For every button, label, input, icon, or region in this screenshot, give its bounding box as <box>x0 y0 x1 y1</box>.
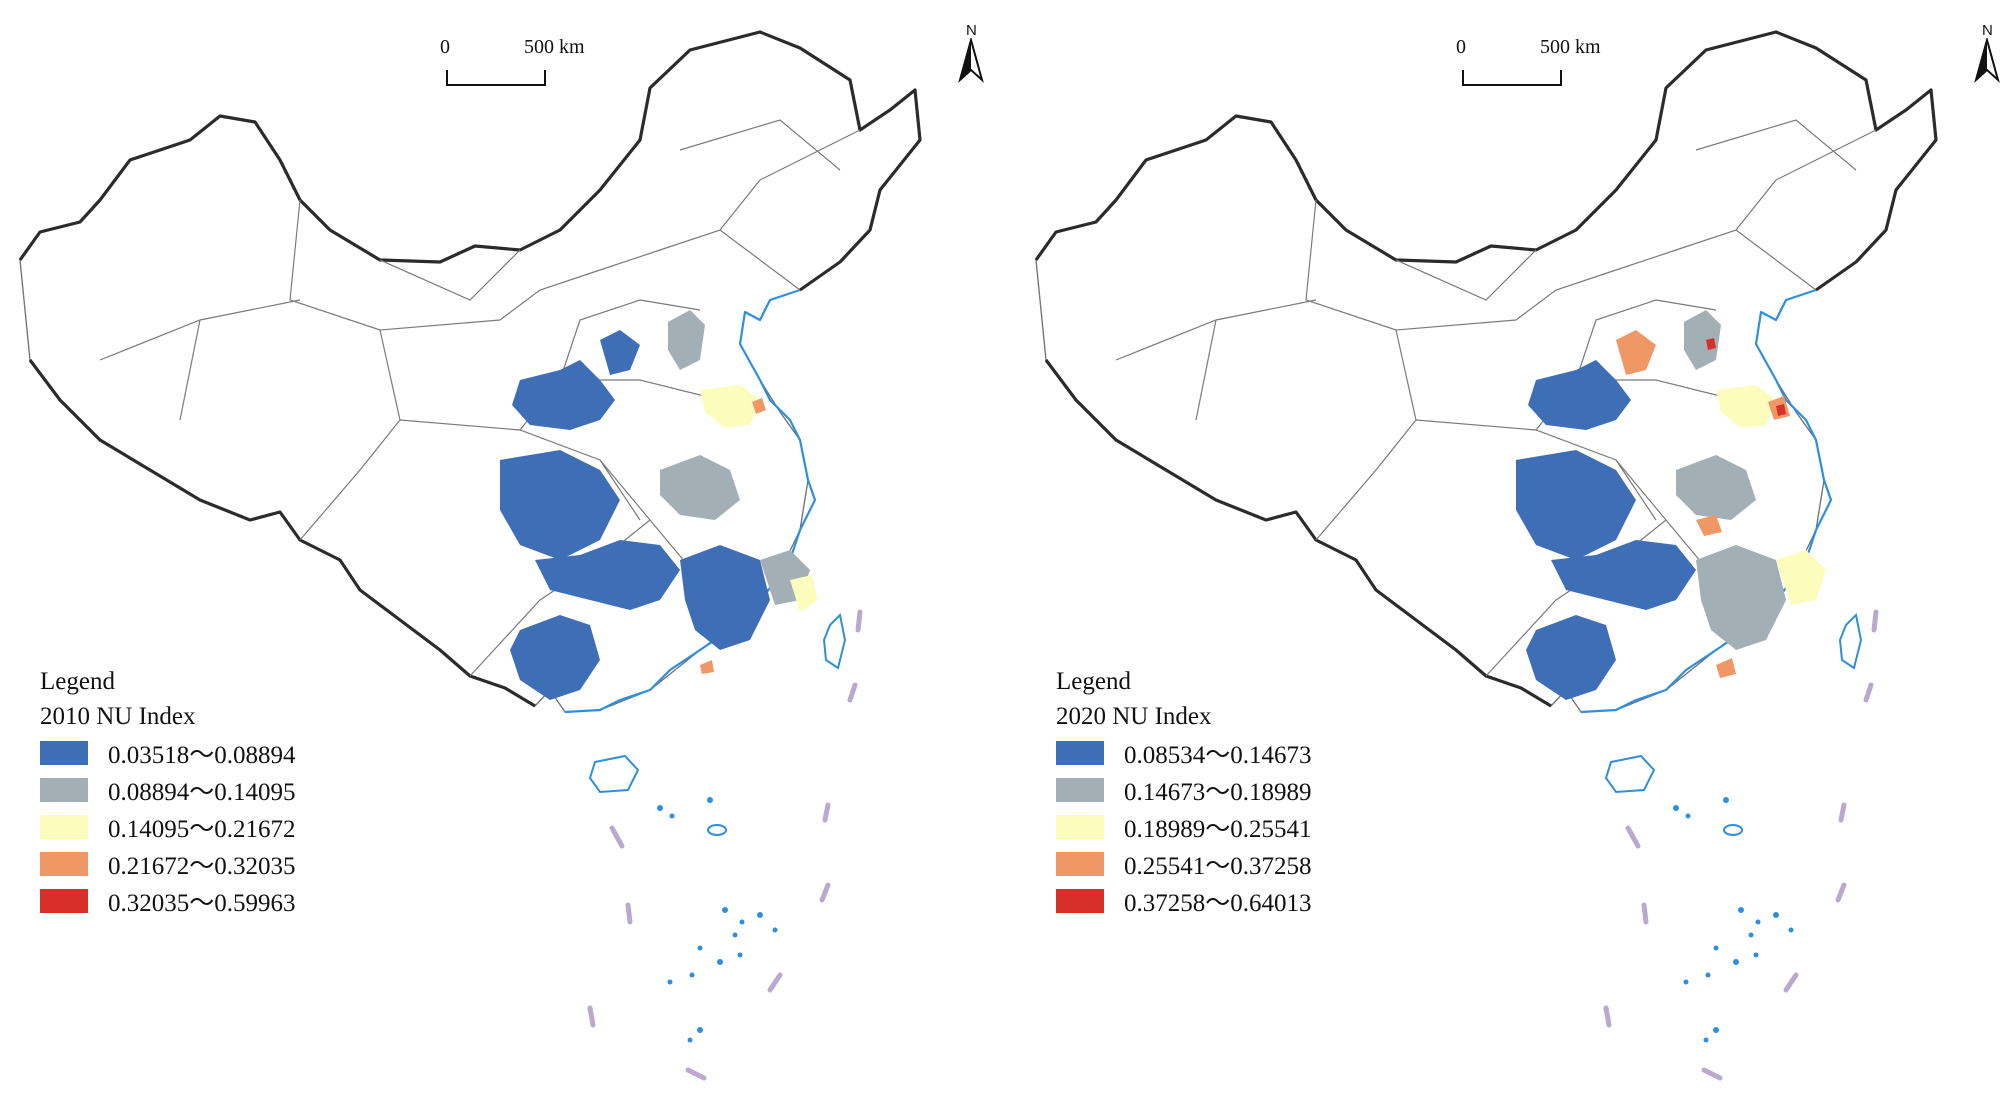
legend: Legend 2010 NU Index 0.03518～0.08894 0.0… <box>40 664 296 919</box>
legend-range-label: 0.32035～0.59963 <box>108 889 296 917</box>
legend-range-label: 0.08534～0.14673 <box>1124 741 1312 769</box>
legend-row: 0.14095～0.21672 <box>40 808 296 845</box>
scale-bar <box>1462 70 1562 86</box>
sea-islands <box>1673 797 1794 1043</box>
legend-swatch <box>1056 851 1104 876</box>
china-map-2020 <box>1034 30 1938 1081</box>
taiwan <box>1838 612 1863 670</box>
legend-row: 0.08534～0.14673 <box>1056 734 1312 771</box>
legend-swatch <box>40 814 88 839</box>
map-panel-2020: 0 500 km N Legend 2020 NU Index 0.08534～… <box>1016 0 2008 1096</box>
legend-row: 0.32035～0.59963 <box>40 882 296 919</box>
legend-row: 0.18989～0.25541 <box>1056 808 1312 845</box>
legend-range-label: 0.18989～0.25541 <box>1124 815 1312 843</box>
taiwan <box>822 612 847 670</box>
legend-range-label: 0.25541～0.37258 <box>1124 852 1312 880</box>
legend-swatch <box>40 851 88 876</box>
legend-range-label: 0.14673～0.18989 <box>1124 778 1312 806</box>
legend-range-label: 0.03518～0.08894 <box>108 741 296 769</box>
legend-row: 0.25541～0.37258 <box>1056 845 1312 882</box>
legend-range-label: 0.08894～0.14095 <box>108 778 296 806</box>
legend-swatch <box>40 740 88 765</box>
south-china-sea-dashes <box>1603 609 1879 1081</box>
legend-swatch <box>1056 888 1104 913</box>
sea-islands <box>657 797 778 1043</box>
south-china-sea-dashes <box>587 609 863 1081</box>
legend-swatch <box>40 777 88 802</box>
legend-row: 0.03518～0.08894 <box>40 734 296 771</box>
legend-title: Legend <box>1056 668 1131 695</box>
legend: Legend 2020 NU Index 0.08534～0.14673 0.1… <box>1056 664 1312 919</box>
china-map-2010 <box>18 30 922 1081</box>
legend-range-label: 0.21672～0.32035 <box>108 852 296 880</box>
scale-distance-label: 500 km <box>1540 36 1601 58</box>
legend-subtitle: 2010 NU Index <box>40 703 196 730</box>
legend-range-label: 0.14095～0.21672 <box>108 815 296 843</box>
northern-border <box>18 30 922 292</box>
scale-distance-label: 500 km <box>524 36 585 58</box>
choropleth-regions-2020 <box>1516 310 1826 700</box>
legend-title: Legend <box>40 668 115 695</box>
north-arrow-icon <box>958 38 984 84</box>
north-arrow-icon <box>1974 38 2000 84</box>
hainan <box>1604 754 1656 794</box>
scale-bar <box>446 70 546 86</box>
china-outline <box>1035 31 1937 713</box>
legend-row: 0.37258～0.64013 <box>1056 882 1312 919</box>
north-label: N <box>966 22 977 39</box>
coastline <box>564 288 817 714</box>
china-outline <box>19 31 921 713</box>
legend-row: 0.14673～0.18989 <box>1056 771 1312 808</box>
legend-swatch <box>1056 814 1104 839</box>
hainan <box>588 754 640 794</box>
map-panel-2010: 0 500 km N Legend 2010 NU Index 0.03518～… <box>18 22 984 1081</box>
northern-border <box>1034 30 1938 292</box>
coastline <box>1580 288 1833 714</box>
legend-subtitle: 2020 NU Index <box>1056 703 1212 730</box>
legend-swatch <box>1056 740 1104 765</box>
legend-row: 0.08894～0.14095 <box>40 771 296 808</box>
north-label: N <box>1982 22 1993 39</box>
legend-swatch <box>40 888 88 913</box>
legend-swatch <box>1056 777 1104 802</box>
legend-row: 0.21672～0.32035 <box>40 845 296 882</box>
scale-zero-label: 0 <box>440 36 450 58</box>
choropleth-regions-2010 <box>500 310 818 700</box>
legend-range-label: 0.37258～0.64013 <box>1124 889 1312 917</box>
scale-zero-label: 0 <box>1456 36 1466 58</box>
